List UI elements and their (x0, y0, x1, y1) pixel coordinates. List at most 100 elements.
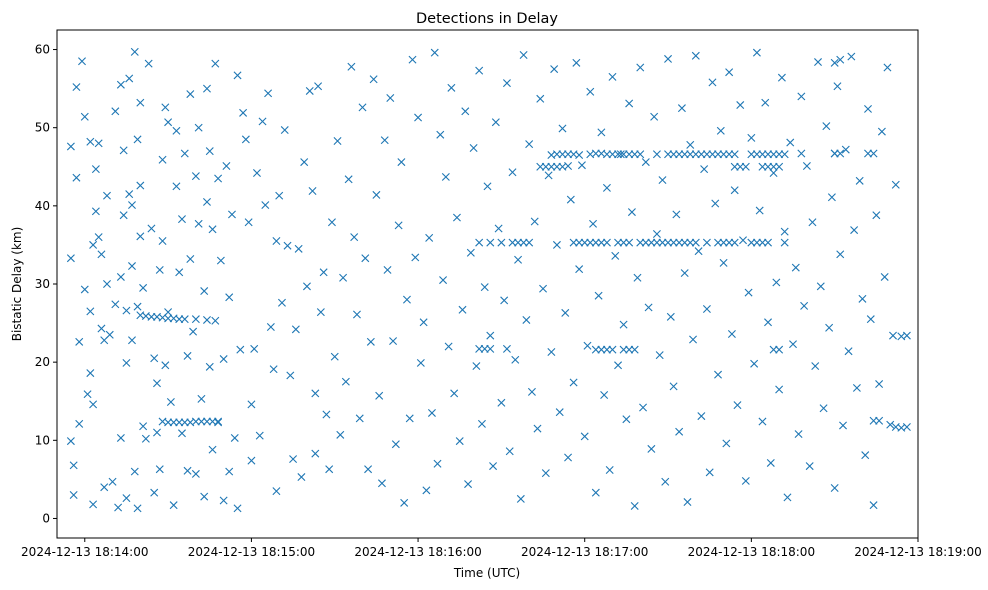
data-point (864, 104, 872, 113)
data-point (822, 122, 831, 131)
data-point (500, 296, 509, 305)
data-point (450, 389, 459, 398)
data-point (730, 150, 739, 159)
data-point (250, 344, 259, 353)
data-point (172, 182, 181, 191)
data-point (311, 449, 320, 458)
data-point (377, 479, 386, 488)
data-point (514, 255, 523, 264)
data-point (336, 430, 345, 439)
data-point (464, 480, 473, 489)
chart-title: Detections in Delay (416, 11, 558, 27)
data-point (394, 221, 403, 230)
data-point (761, 98, 770, 107)
data-point (775, 345, 784, 354)
data-point (405, 414, 414, 423)
data-point (230, 433, 239, 442)
data-point (97, 324, 106, 333)
data-point (219, 355, 228, 364)
data-point (122, 494, 131, 503)
data-point (269, 365, 278, 374)
data-point (775, 162, 784, 171)
data-point (439, 276, 448, 285)
data-point (125, 74, 134, 83)
data-point (825, 323, 834, 332)
data-point (380, 136, 389, 145)
data-point (641, 158, 650, 167)
data-point (103, 280, 111, 288)
data-point (97, 250, 106, 259)
data-point (789, 340, 798, 349)
data-point (91, 165, 100, 174)
data-point (191, 315, 200, 324)
data-point (150, 354, 159, 363)
data-point (103, 191, 111, 200)
data-point (664, 54, 673, 63)
data-point (194, 219, 203, 228)
data-point (316, 308, 325, 317)
data-point (627, 208, 636, 217)
data-point (172, 126, 181, 135)
data-point (300, 158, 309, 167)
data-point (566, 195, 575, 204)
data-point (605, 466, 614, 474)
data-point (219, 496, 228, 505)
data-point (222, 161, 231, 170)
data-point (614, 361, 623, 370)
data-point (94, 139, 103, 148)
data-point (191, 469, 200, 478)
data-point (583, 341, 592, 350)
data-point (66, 142, 75, 151)
data-point (297, 473, 306, 482)
data-point (91, 207, 100, 216)
data-point (630, 501, 639, 510)
data-point (150, 488, 159, 497)
data-point (244, 218, 253, 227)
data-point (69, 461, 78, 470)
data-point (86, 307, 95, 316)
data-point (741, 162, 750, 171)
x-tick-label: 2024-12-13 18:17:00 (521, 545, 648, 559)
y-tick-label: 60 (35, 43, 50, 57)
data-point (889, 331, 897, 340)
data-point (130, 47, 139, 56)
data-point (152, 379, 161, 388)
data-point (722, 439, 731, 448)
data-point (877, 127, 886, 136)
data-point (564, 161, 573, 170)
data-point (502, 79, 511, 88)
data-point (125, 190, 134, 199)
data-point (350, 233, 359, 242)
data-point (511, 355, 520, 364)
data-point (636, 63, 645, 72)
data-point (658, 176, 667, 185)
data-point (777, 73, 786, 82)
data-point (747, 133, 756, 142)
data-point (675, 427, 684, 436)
data-point (86, 369, 95, 378)
data-point (183, 351, 192, 360)
data-point (602, 183, 611, 192)
data-point (319, 268, 328, 277)
data-point (833, 82, 842, 91)
data-point (136, 181, 145, 190)
data-point (591, 488, 600, 497)
data-point (261, 201, 270, 210)
data-point (202, 197, 211, 206)
data-point (875, 416, 884, 425)
data-point (800, 301, 809, 310)
data-point (286, 371, 295, 380)
data-point (536, 94, 545, 103)
data-point (819, 404, 828, 413)
data-point (177, 215, 186, 224)
data-point (89, 240, 98, 249)
data-point (280, 126, 289, 135)
data-point (158, 237, 167, 246)
data-point (425, 233, 434, 242)
data-point (602, 238, 611, 247)
data-point (880, 272, 889, 281)
data-point (677, 104, 686, 113)
data-point (252, 169, 261, 178)
data-point (139, 283, 148, 292)
data-point (164, 118, 173, 127)
